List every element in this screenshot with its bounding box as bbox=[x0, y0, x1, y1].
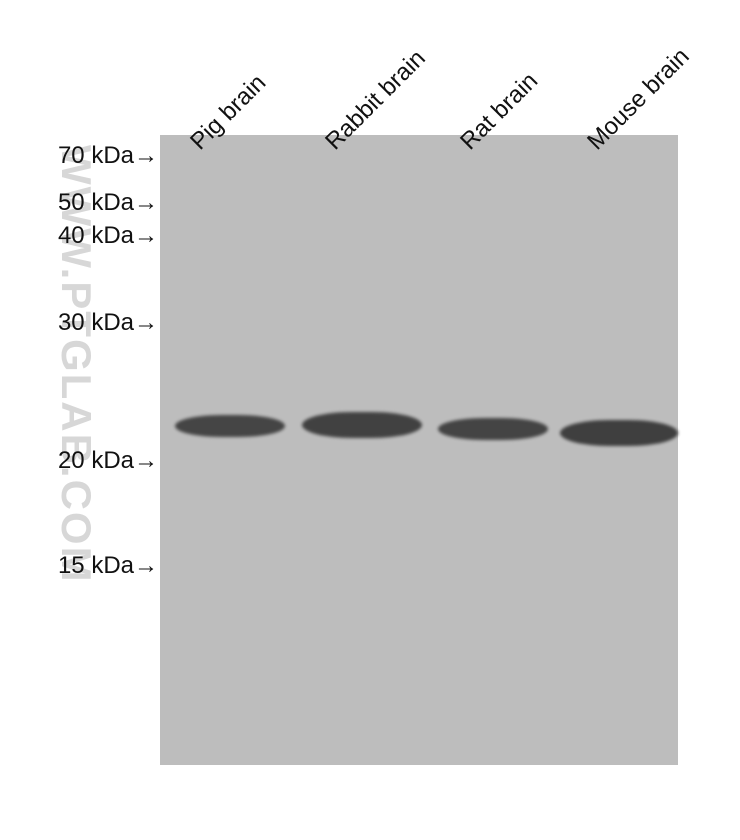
marker-text: 20 kDa bbox=[58, 447, 134, 474]
blot-band bbox=[560, 420, 678, 446]
marker-text: 30 kDa bbox=[58, 309, 134, 336]
figure-container: WWW.PTGLAB.COM WWW.PTGLAB.COM Pig brainR… bbox=[0, 0, 740, 840]
arrow-icon: → bbox=[134, 447, 158, 475]
marker-label: 40 kDa→ bbox=[58, 222, 158, 250]
arrow-icon: → bbox=[134, 552, 158, 580]
watermark-inside-clip: WWW.PTGLAB.COM bbox=[160, 135, 678, 765]
marker-label: 70 kDa→ bbox=[58, 142, 158, 170]
marker-text: 15 kDa bbox=[58, 552, 134, 579]
marker-text: 70 kDa bbox=[58, 142, 134, 169]
blot-band bbox=[175, 415, 285, 437]
marker-label: 20 kDa→ bbox=[58, 447, 158, 475]
arrow-icon: → bbox=[134, 142, 158, 170]
marker-label: 15 kDa→ bbox=[58, 552, 158, 580]
marker-label: 30 kDa→ bbox=[58, 309, 158, 337]
blot-band bbox=[438, 418, 548, 440]
arrow-icon: → bbox=[134, 222, 158, 250]
marker-text: 50 kDa bbox=[58, 189, 134, 216]
arrow-icon: → bbox=[134, 189, 158, 217]
marker-text: 40 kDa bbox=[58, 222, 134, 249]
blot-band bbox=[302, 412, 422, 438]
arrow-icon: → bbox=[134, 309, 158, 337]
marker-label: 50 kDa→ bbox=[58, 189, 158, 217]
